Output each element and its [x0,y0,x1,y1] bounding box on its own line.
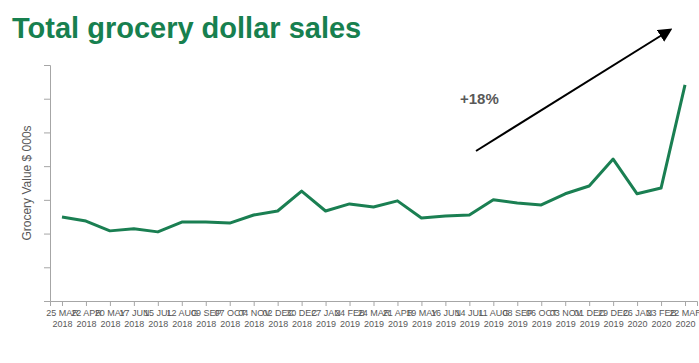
y-tick [44,200,50,201]
y-tick-mark [44,234,50,235]
x-tick-mark [421,301,422,306]
y-tick [44,132,50,133]
x-tick-mark [302,301,303,306]
x-tick-mark [493,301,494,306]
x-tick-mark [685,301,686,306]
y-tick-mark [44,267,50,268]
x-tick-label: 22 MAR2020 [669,308,699,329]
y-axis [44,66,51,302]
x-tick-mark [350,301,351,306]
x-tick-mark [469,301,470,306]
x-tick-mark [182,301,183,306]
y-tick [44,99,50,100]
x-tick-mark [110,301,111,306]
title: Total grocery dollar sales [12,12,361,44]
x-tick-mark [613,301,614,306]
x-tick-mark [661,301,662,306]
y-tick [44,267,50,268]
x-tick-mark [326,301,327,306]
x-tick-mark [397,301,398,306]
x-tick: 22 MAR2020 [669,301,699,329]
x-tick-mark [541,301,542,306]
y-tick-mark [44,99,50,100]
y-tick-mark [44,166,50,167]
x-tick-mark [254,301,255,306]
annotation: +18% [460,90,499,107]
x-tick-mark [445,301,446,306]
y-tick-mark [44,301,50,302]
x-tick-mark [62,301,63,306]
x-tick-mark [134,301,135,306]
x-tick-mark [374,301,375,306]
x-tick-mark [637,301,638,306]
y-tick-mark [44,132,50,133]
x-axis-line [51,302,698,307]
x-tick-mark [565,301,566,306]
x-tick-mark [206,301,207,306]
x-tick-mark [86,301,87,306]
series-line [62,85,685,232]
y-axis-line [44,66,51,302]
y-axis-title: Grocery Value $ 000s [20,125,34,240]
x-tick-mark [278,301,279,306]
plot-area [62,85,685,232]
y-tick-mark [44,200,50,201]
annotation-arrow [476,30,670,151]
x-tick-mark [158,301,159,306]
x-tick-mark [517,301,518,306]
y-tick [44,301,50,302]
y-tick [44,166,50,167]
x-axis: 25 MAR201822 APR201820 MAY201817 JUN2018… [46,301,699,329]
y-tick [44,65,50,66]
x-tick-mark [589,301,590,306]
y-tick-mark [44,65,50,66]
y-tick [44,234,50,235]
chart: Total grocery dollar sales 25 MAR201822 A… [0,0,699,363]
x-tick-mark [230,301,231,306]
